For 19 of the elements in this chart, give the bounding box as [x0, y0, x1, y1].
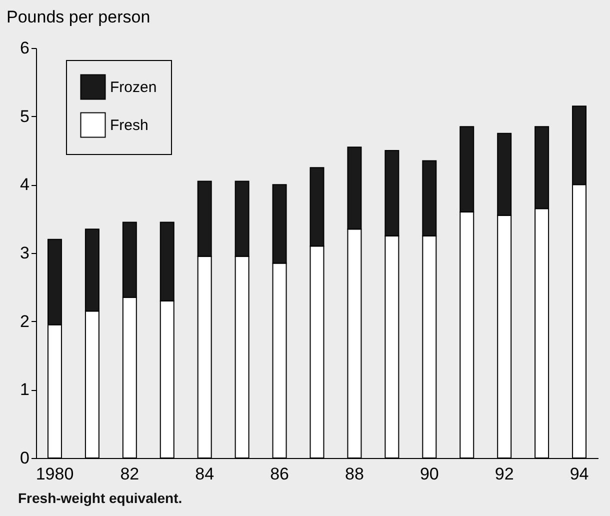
- y-tick-label: 2: [20, 312, 30, 331]
- x-tick-label: 92: [494, 464, 514, 484]
- y-tick-label: 3: [20, 244, 30, 262]
- x-tick-label: 90: [420, 464, 439, 484]
- y-axis-title: Pounds per person: [6, 8, 150, 26]
- y-tick-label: 5: [20, 106, 30, 126]
- x-tick-label: 1980: [36, 464, 74, 484]
- legend-label: Fresh: [110, 117, 148, 134]
- x-tick-label: 82: [120, 464, 140, 484]
- text: Fresh-weight equivalent.: [18, 490, 182, 506]
- x-tick-label: 88: [345, 464, 364, 484]
- x-tick-label: 84: [195, 464, 214, 484]
- y-tick-label: 4: [20, 175, 30, 194]
- y-tick-label: 0: [20, 448, 30, 468]
- legend-label: Frozen: [110, 79, 157, 96]
- x-tick-label: 94: [570, 464, 589, 484]
- y-tick-label: 6: [20, 38, 30, 58]
- y-tick-label: 1: [20, 380, 30, 400]
- x-tick-label: 86: [270, 464, 289, 484]
